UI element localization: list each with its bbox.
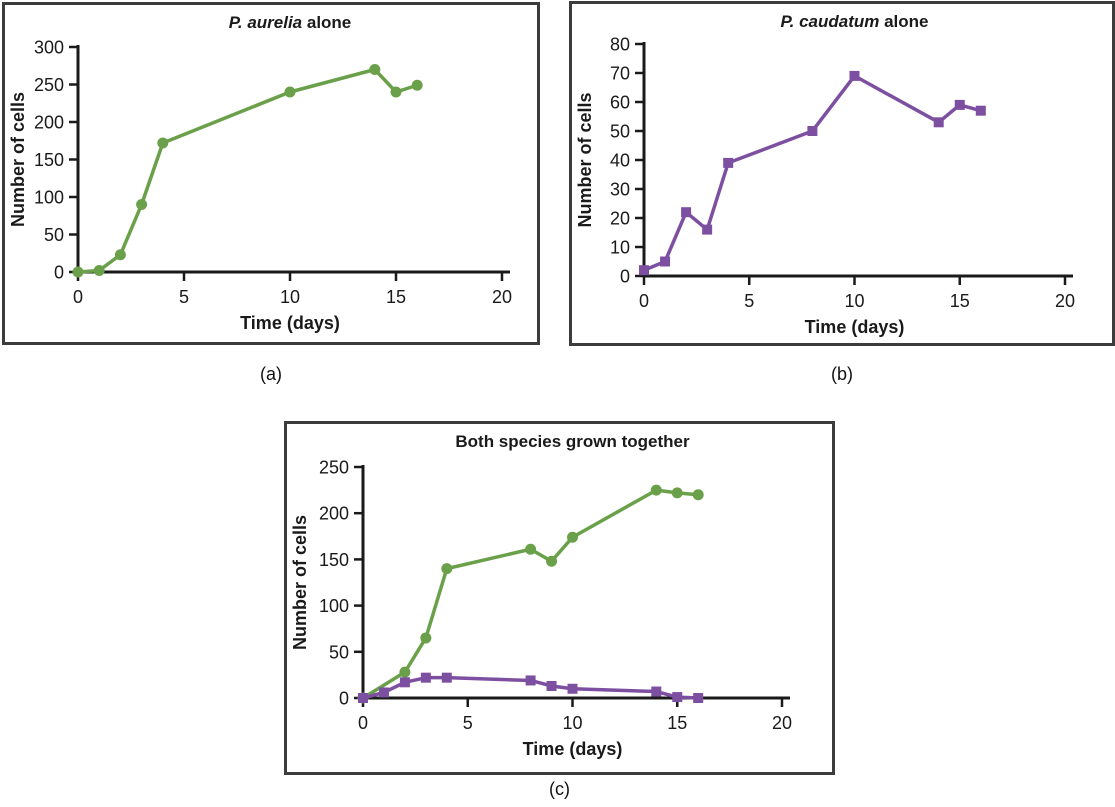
data-point-p-caudatum [651,686,662,697]
x-tick-label: 15 [950,291,970,311]
data-point-p-caudatum [672,692,683,703]
panel-a-caption: (a) [260,364,282,384]
panel-c-caption: (c) [549,779,570,799]
y-tick-label: 250 [34,75,64,95]
y-axis-label: Number of cells [8,92,28,227]
y-tick-label: 50 [44,225,64,245]
data-point-p-caudatum [681,207,692,218]
data-point-p-caudatum [933,117,944,128]
y-tick-label: 20 [610,209,630,229]
x-tick-label: 0 [73,287,83,307]
data-point-p-aurelia [284,86,296,98]
y-tick-label: 40 [610,151,630,171]
data-point-p-caudatum [378,687,389,698]
x-tick-label: 10 [280,287,300,307]
x-axis-label: Time (days) [240,313,340,333]
data-point-p-aurelia [420,632,432,644]
data-point-p-aurelia [525,543,537,555]
x-tick-label: 10 [562,713,582,733]
y-tick-label: 50 [610,122,630,142]
x-tick-label: 15 [386,287,406,307]
data-point-p-caudatum [807,126,818,136]
series-line-p-caudatum [642,74,983,272]
chart-panel-a: P. aurelia alone 0 50 100 150 200 250 300 0 5 10 15… [2,2,540,345]
data-point-p-aurelia [671,487,683,499]
data-point-p-aurelia [114,249,126,261]
y-tick-label: 100 [319,596,349,616]
data-point-p-caudatum [975,105,986,116]
y-tick-label: 80 [610,35,630,55]
x-tick-label: 5 [744,291,754,311]
y-tick-label: 300 [34,38,64,58]
data-point-p-caudatum [954,99,965,110]
x-axis-label: Time (days) [805,317,905,337]
data-point-p-caudatum [358,693,368,703]
x-tick-label: 10 [844,291,864,311]
y-axis-label: Number of cells [575,92,595,227]
data-point-p-caudatum [702,224,713,235]
y-tick-label: 150 [34,150,64,170]
data-point-p-caudatum [399,677,410,688]
data-point-p-caudatum [525,675,536,686]
data-point-p-caudatum [441,672,452,683]
chart-c-canvas: Both species grown together0501001502002… [290,432,792,759]
y-tick-label: 60 [610,93,630,113]
y-tick-label: 10 [610,238,630,258]
data-point-p-caudatum [420,672,431,683]
y-tick-label: 0 [54,263,64,283]
chart-panel-b: P. caudatum alone 0 10 20 30 40 50 60 70 80 0 5 10 15… [569,1,1115,346]
data-point-p-aurelia [567,531,578,543]
data-point-p-aurelia [390,86,402,98]
y-tick-label: 30 [610,180,630,200]
data-point-p-aurelia [136,199,148,210]
panel-b-caption: (b) [831,364,853,384]
y-tick-label: 250 [319,458,349,478]
x-tick-label: 0 [358,713,368,733]
data-point-p-caudatum [693,693,704,703]
data-point-p-aurelia [369,64,381,75]
data-point-p-aurelia [157,137,169,149]
y-axis-label: Number of cells [290,515,310,650]
y-tick-label: 70 [610,64,630,84]
y-tick-label: 200 [319,504,349,524]
chart-b-title: P. caudatum alone [780,12,928,31]
x-tick-label: 20 [492,287,512,307]
data-point-p-caudatum [567,683,578,694]
x-tick-label: 0 [639,291,649,311]
x-tick-label: 5 [463,713,473,733]
data-point-p-aurelia [93,265,105,276]
y-tick-label: 100 [34,188,64,208]
data-point-p-aurelia [72,266,84,278]
data-point-p-caudatum [723,157,734,168]
data-point-p-aurelia [399,666,411,678]
data-point-p-aurelia [441,563,453,575]
y-tick-label: 0 [339,689,349,709]
y-tick-label: 50 [329,642,349,662]
series-line-p-aurelia [361,488,700,700]
chart-a-canvas: P. aurelia alone 0 50 100 150 200 250 300 0 5 10 15… [8,13,512,333]
x-tick-label: 20 [772,713,792,733]
data-point-p-caudatum [849,70,860,81]
data-point-p-aurelia [650,484,662,496]
data-point-p-caudatum [546,680,557,691]
chart-c-title: Both species grown together [455,432,690,451]
data-point-p-aurelia [692,489,704,501]
chart-b-canvas: P. caudatum alone 0 10 20 30 40 50 60 70 80 0 5 10 15… [575,12,1075,337]
data-point-p-caudatum [639,265,649,276]
x-tick-label: 5 [179,287,189,307]
x-tick-label: 20 [1055,291,1075,311]
chart-panel-c: Both species grown together 0 50 100 150 200 2… [284,421,835,775]
y-tick-label: 200 [34,113,64,133]
chart-a-title: P. aurelia alone [229,13,352,32]
y-tick-label: 0 [620,267,630,287]
series-line-p-aurelia [76,67,419,274]
data-point-p-aurelia [411,79,423,91]
y-tick-label: 150 [319,550,349,570]
data-point-p-aurelia [546,555,558,567]
x-axis-label: Time (days) [523,739,623,759]
data-point-p-caudatum [660,256,671,267]
x-tick-label: 15 [667,713,687,733]
